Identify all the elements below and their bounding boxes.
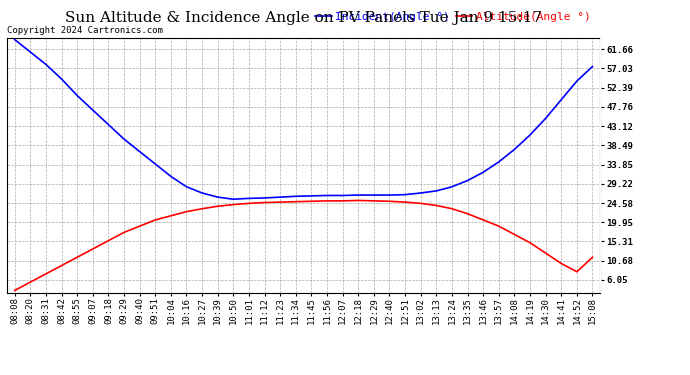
Text: Copyright 2024 Cartronics.com: Copyright 2024 Cartronics.com bbox=[7, 26, 163, 35]
Legend: Incident(Angle °), Altitude(Angle °): Incident(Angle °), Altitude(Angle °) bbox=[310, 8, 595, 26]
Text: Sun Altitude & Incidence Angle on PV Panels Tue Jan 9 15:17: Sun Altitude & Incidence Angle on PV Pan… bbox=[65, 11, 542, 25]
